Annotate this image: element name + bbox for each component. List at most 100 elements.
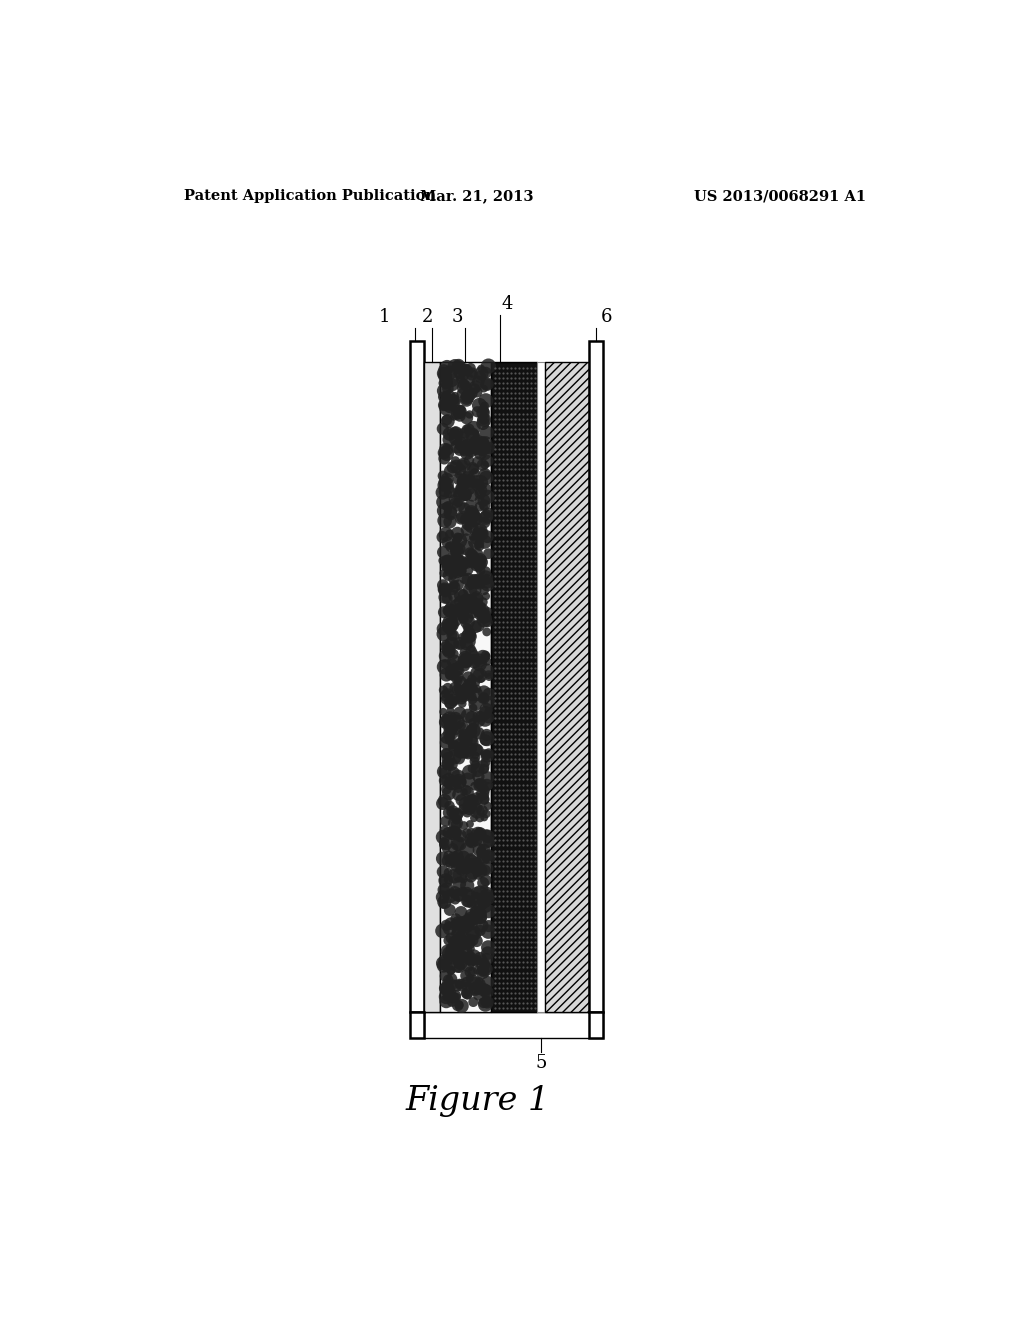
Point (519, 627, 536, 648)
Point (462, 721, 478, 742)
Point (519, 632, 536, 653)
Point (523, 531, 540, 552)
Point (527, 474, 544, 495)
Point (487, 454, 504, 475)
Point (440, 565, 457, 586)
Point (442, 615, 459, 636)
Point (450, 483, 466, 504)
Point (511, 962, 527, 983)
Point (527, 576, 544, 597)
Point (496, 804, 512, 825)
Point (443, 936, 460, 957)
Point (476, 437, 493, 458)
Point (499, 946, 515, 968)
Point (519, 449, 536, 470)
Point (487, 367, 504, 388)
Point (492, 906, 508, 927)
Point (464, 601, 480, 622)
Point (461, 473, 477, 494)
Point (511, 861, 527, 882)
Point (496, 403, 512, 424)
Point (515, 672, 531, 693)
Point (527, 875, 544, 896)
Point (476, 890, 493, 911)
Point (523, 870, 540, 891)
Point (443, 944, 460, 965)
Point (507, 393, 523, 414)
Point (511, 540, 527, 561)
Point (453, 902, 469, 923)
Point (515, 383, 531, 404)
Point (477, 644, 494, 665)
Point (507, 479, 523, 500)
Point (458, 597, 474, 618)
Point (527, 561, 544, 582)
Point (436, 364, 453, 385)
Point (499, 403, 515, 424)
Point (507, 459, 523, 480)
Point (452, 833, 468, 854)
Point (487, 484, 504, 506)
Point (458, 649, 474, 671)
Point (437, 711, 454, 733)
Point (457, 568, 473, 589)
Point (446, 718, 463, 739)
Point (480, 846, 497, 867)
Point (496, 545, 512, 566)
Point (476, 759, 493, 780)
Point (507, 768, 523, 789)
Point (511, 891, 527, 912)
Point (515, 768, 531, 789)
Point (467, 546, 483, 568)
Point (496, 525, 512, 546)
Point (476, 495, 493, 516)
Point (476, 479, 493, 500)
Point (461, 550, 477, 572)
Point (511, 591, 527, 612)
Point (459, 387, 475, 408)
Point (466, 973, 482, 994)
Point (450, 940, 466, 961)
Point (499, 784, 515, 805)
Point (515, 836, 531, 857)
Point (456, 651, 472, 672)
Point (519, 601, 536, 622)
Point (503, 748, 519, 770)
Point (519, 520, 536, 541)
Point (503, 657, 519, 678)
Point (523, 362, 540, 383)
Point (492, 540, 508, 561)
Point (523, 372, 540, 393)
Point (507, 362, 523, 383)
Point (461, 631, 477, 652)
Point (451, 355, 467, 376)
Point (503, 372, 519, 393)
Point (503, 764, 519, 785)
Point (476, 409, 493, 430)
Point (515, 627, 531, 648)
Point (476, 395, 493, 416)
Point (459, 891, 475, 912)
Point (492, 977, 508, 998)
Point (471, 985, 487, 1006)
Point (437, 581, 454, 602)
Point (523, 820, 540, 841)
Point (527, 652, 544, 673)
Point (492, 968, 508, 989)
Point (459, 882, 475, 903)
Point (457, 438, 473, 459)
Point (496, 784, 512, 805)
Point (445, 569, 462, 590)
Point (527, 642, 544, 663)
Point (503, 861, 519, 882)
Point (487, 449, 504, 470)
Point (487, 977, 504, 998)
Point (479, 775, 496, 796)
Point (447, 942, 464, 964)
Point (511, 672, 527, 693)
Point (515, 561, 531, 582)
Point (507, 372, 523, 393)
Point (496, 393, 512, 414)
Point (519, 779, 536, 800)
Point (439, 743, 456, 764)
